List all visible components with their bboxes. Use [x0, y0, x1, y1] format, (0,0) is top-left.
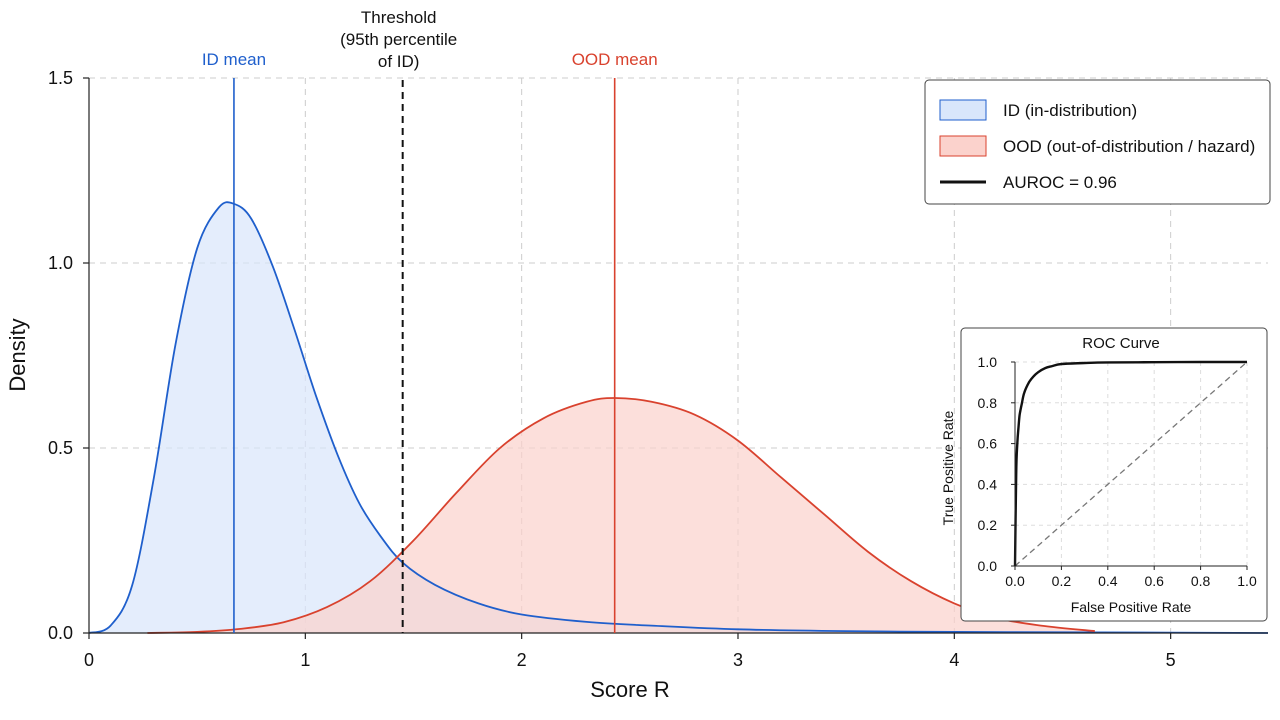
- legend-ood-label: OOD (out-of-distribution / hazard): [1003, 137, 1255, 156]
- id-density-area: [89, 202, 1268, 633]
- roc-inset: 0.0 0.2 0.4 0.6 0.8 1.0 0.0 0.2 0.4 0.6 0.8 1.0 ROC…: [940, 327, 1268, 622]
- inset-y-tick-label: 0.2: [978, 517, 998, 533]
- id-mean-label: ID mean: [202, 50, 266, 69]
- x-axis-title: Score R: [590, 677, 669, 702]
- x-tick-label: 4: [949, 650, 959, 670]
- legend-frame: [924, 79, 1271, 205]
- y-tick-label: 1.0: [48, 253, 73, 273]
- axes: 0 1 2 3 4 5 0.0 0.5 1.0 1.5: [48, 68, 1268, 670]
- legend-id-label: ID (in-distribution): [1003, 101, 1137, 120]
- inset-x-axis-title: False Positive Rate: [1071, 599, 1192, 615]
- inset-x-tick-label: 0.2: [1052, 573, 1072, 589]
- inset-x-tick-label: 0.4: [1098, 573, 1118, 589]
- roc-curve: [1013, 360, 1247, 567]
- threshold-label: of ID): [378, 52, 420, 71]
- annotations: ID mean OOD mean Threshold (95th percentile…: [202, 8, 658, 633]
- x-tick-label: 2: [517, 650, 527, 670]
- inset-x-tick-label: 0.6: [1144, 573, 1164, 589]
- inset-y-tick-label: 0.4: [978, 476, 998, 492]
- id-density-line: [88, 201, 1269, 634]
- y-tick-label: 1.5: [48, 68, 73, 88]
- inset-y-tick-label: 0.6: [978, 436, 998, 452]
- legend-auroc-label: AUROC = 0.96: [1003, 173, 1117, 192]
- y-axis-title: Density: [5, 318, 30, 391]
- inset-frame: [960, 327, 1268, 622]
- inset-title: ROC Curve: [1082, 335, 1160, 352]
- threshold-label: (95th percentile: [340, 30, 457, 49]
- legend: ID (in-distribution) OOD (out-of-distrib…: [924, 79, 1271, 205]
- x-tick-label: 0: [84, 650, 94, 670]
- ood-density-area: [147, 398, 1095, 633]
- ood-mean-label: OOD mean: [572, 50, 658, 69]
- inset-y-tick-label: 0.8: [978, 395, 998, 411]
- x-tick-label: 1: [300, 650, 310, 670]
- inset-series: [1013, 360, 1248, 567]
- legend-id-swatch: [939, 99, 987, 121]
- threshold-label: Threshold: [361, 8, 437, 27]
- inset-x-tick-label: 1.0: [1237, 573, 1257, 589]
- inset-axes: 0.0 0.2 0.4 0.6 0.8 1.0 0.0 0.2 0.4 0.6 0.8 1.0: [978, 354, 1257, 589]
- roc-chance-line: [1014, 361, 1248, 567]
- legend-ood-swatch: [939, 135, 987, 157]
- x-tick-label: 5: [1166, 650, 1176, 670]
- inset-x-tick-label: 0.8: [1191, 573, 1211, 589]
- y-tick-label: 0.0: [48, 623, 73, 643]
- x-tick-label: 3: [733, 650, 743, 670]
- inset-x-tick-label: 0.0: [1005, 573, 1025, 589]
- inset-y-tick-label: 0.0: [978, 558, 998, 574]
- y-tick-label: 0.5: [48, 438, 73, 458]
- inset-y-tick-label: 1.0: [978, 354, 998, 370]
- inset-y-axis-title: True Positive Rate: [940, 410, 956, 525]
